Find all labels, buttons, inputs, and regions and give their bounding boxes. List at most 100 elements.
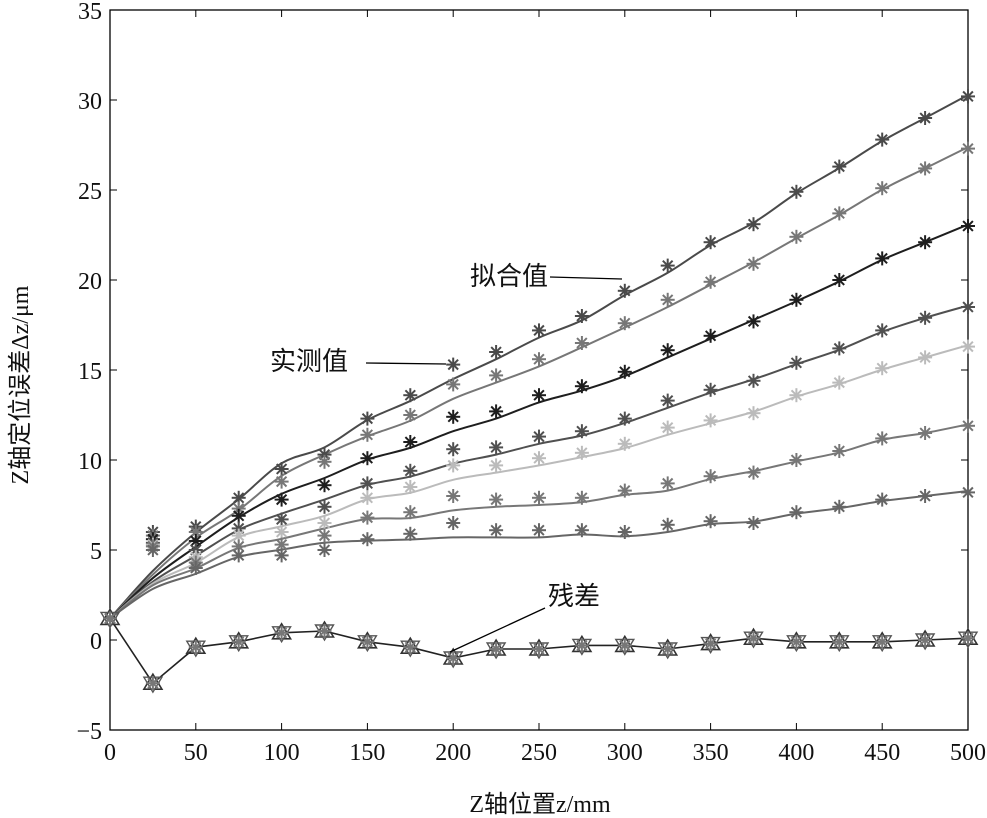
measured-point-series-3 [489, 404, 504, 419]
measured-point-series-2 [403, 408, 418, 422]
measured-point-series-3 [446, 409, 461, 424]
measured-point-series-6 [789, 453, 804, 467]
measured-point-series-6 [403, 505, 418, 520]
measured-point-series-7 [746, 516, 761, 530]
residual-star-marker [832, 634, 847, 649]
x-tick-label: 450 [864, 740, 900, 766]
plot-frame [109, 9, 969, 731]
measured-point-series-7 [832, 499, 847, 514]
y-tick-label: 15 [78, 359, 102, 385]
measured-point-series-2 [832, 206, 847, 221]
residual-star-marker [746, 631, 761, 646]
measured-point-series-4 [360, 476, 375, 491]
measured-point-series-3 [832, 273, 847, 287]
measured-point-series-3 [274, 492, 289, 507]
measured-point-series-7 [317, 543, 332, 557]
measured-point-series-4 [317, 499, 332, 514]
measured-point-series-7 [875, 492, 890, 507]
measured-point-series-6 [532, 490, 546, 505]
residual-star-marker [574, 638, 589, 653]
residual-star-marker [875, 634, 890, 649]
measured-point-series-7 [446, 516, 461, 530]
measured-point-series-5 [875, 361, 890, 376]
annotation-fit-leader [549, 276, 623, 280]
fit-line-series-1 [109, 94, 969, 620]
measured-point-series-2 [532, 352, 546, 367]
measured-point-series-6 [489, 492, 504, 507]
x-tick-label: 500 [950, 740, 986, 766]
measured-point-series-1 [574, 309, 589, 323]
measured-point-series-6 [446, 489, 461, 503]
annotation-measured-leader [365, 362, 447, 365]
x-tick-label: 250 [521, 740, 557, 766]
fit-line-series-6 [109, 423, 969, 620]
measured-point-series-2 [360, 427, 375, 442]
residual-star-marker [103, 611, 117, 626]
measured-point-series-4 [832, 341, 847, 356]
measured-point-series-4 [617, 411, 632, 426]
residual-star-marker [489, 642, 504, 656]
x-tick-label: 300 [607, 740, 643, 766]
residual-star-marker [961, 631, 975, 646]
measured-point-series-3 [746, 314, 761, 329]
measured-point-series-6 [918, 426, 933, 440]
measured-point-series-1 [832, 159, 847, 174]
measured-point-series-1 [446, 357, 461, 372]
measured-point-series-7 [403, 526, 418, 541]
x-tick-label: 400 [778, 740, 814, 766]
fit-line-series-3 [109, 223, 969, 620]
y-tick-label: 30 [78, 89, 102, 115]
fit-line-series-4 [109, 304, 969, 620]
residual-star-marker [274, 625, 289, 640]
y-tick-label: 35 [78, 0, 102, 25]
measured-point-series-2 [875, 181, 890, 196]
fit-line-series-2 [109, 146, 969, 620]
residual-star-marker [145, 676, 160, 691]
x-tick-label: 350 [693, 740, 729, 766]
measured-point-series-7 [145, 543, 160, 557]
measured-point-series-4 [660, 393, 675, 408]
markers [99, 89, 979, 694]
y-tick-label: 0 [90, 629, 102, 655]
measured-point-series-4 [446, 442, 461, 457]
measured-point-series-2 [489, 368, 504, 383]
annotation-measured: 实测值 [270, 347, 348, 376]
fit-line-series-7 [109, 489, 969, 620]
measured-point-series-4 [789, 355, 804, 370]
axes: 0 50 100 150 200 250 300 350 400 450 500−505101520… [76, 0, 986, 766]
measured-point-series-1 [660, 258, 675, 273]
x-tick-label: 0 [104, 740, 116, 766]
measured-point-series-6 [574, 490, 589, 505]
measured-point-series-3 [360, 451, 375, 466]
measured-point-series-4 [274, 512, 289, 527]
measured-point-series-1 [360, 411, 375, 426]
measured-point-series-3 [317, 478, 332, 493]
measured-point-series-7 [274, 548, 289, 563]
measured-point-series-6 [961, 418, 975, 433]
measured-point-series-7 [703, 514, 718, 529]
measured-point-series-1 [703, 235, 718, 250]
measured-point-series-4 [489, 440, 504, 455]
measured-point-series-6 [832, 444, 847, 458]
measured-point-series-7 [660, 517, 675, 532]
measured-point-series-7 [532, 523, 546, 538]
residual-star-marker [789, 634, 804, 649]
measured-point-series-5 [746, 406, 761, 421]
measured-point-series-3 [617, 364, 632, 379]
measured-point-series-5 [360, 490, 375, 505]
fit-line-series-5 [109, 344, 969, 620]
residual-star-marker [703, 636, 718, 651]
measured-point-series-3 [574, 379, 589, 394]
measured-point-series-1 [274, 462, 289, 476]
measured-point-series-2 [918, 161, 933, 176]
measured-point-series-1 [617, 283, 632, 298]
measured-point-series-6 [703, 469, 718, 484]
measured-point-series-3 [789, 292, 804, 307]
x-tick-label: 100 [264, 740, 300, 766]
measured-point-series-6 [746, 465, 761, 480]
measured-point-series-5 [789, 388, 804, 403]
measured-point-series-7 [489, 523, 504, 538]
measured-point-series-1 [746, 217, 761, 232]
measured-point-series-5 [532, 451, 546, 466]
measured-point-series-3 [532, 388, 546, 403]
